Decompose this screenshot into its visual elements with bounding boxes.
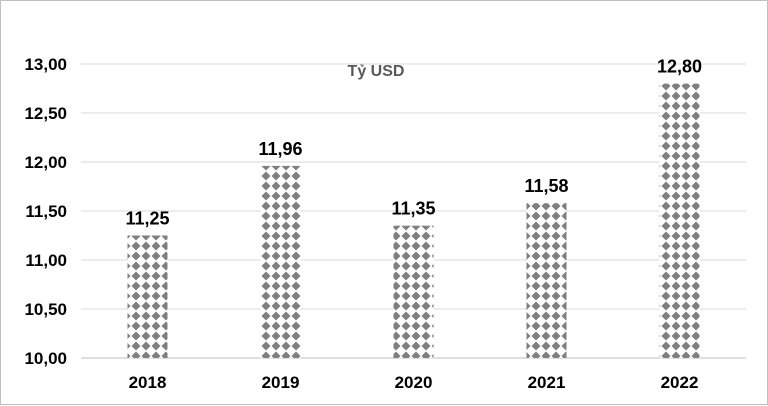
x-tick-label-2022: 2022 [661, 373, 699, 392]
data-labels: 11,25 11,96 11,35 11,58 12,80 [125, 57, 702, 229]
bar-2021 [526, 203, 567, 358]
unit-label: Tỷ USD [348, 63, 405, 80]
y-tick-label: 12,00 [24, 153, 67, 172]
bar-2018 [127, 235, 168, 358]
bar-2020 [393, 225, 434, 358]
x-tick-label-2020: 2020 [395, 373, 433, 392]
y-tick-label: 10,50 [24, 300, 67, 319]
y-tick-label: 13,00 [24, 55, 67, 74]
y-tick-label: 11,00 [25, 251, 67, 270]
x-axis-tick-labels: 2018 2019 2020 2021 2022 [129, 373, 699, 392]
y-tick-label: 11,50 [25, 202, 67, 221]
data-label-2020: 11,35 [391, 199, 435, 219]
data-label-2021: 11,58 [524, 176, 568, 196]
x-tick-label-2019: 2019 [262, 373, 300, 392]
x-tick-label-2021: 2021 [528, 373, 566, 392]
data-label-2018: 11,25 [125, 209, 169, 229]
y-axis-tick-labels: 10,00 10,50 11,00 11,50 12,00 12,50 13,00 [24, 55, 67, 368]
y-tick-label: 10,00 [24, 349, 67, 368]
data-label-2022: 12,80 [657, 57, 702, 77]
bars [127, 83, 700, 358]
bar-2022 [659, 83, 700, 358]
y-tick-label: 12,50 [24, 104, 67, 123]
bar-2019 [260, 165, 301, 358]
data-label-2019: 11,96 [258, 139, 302, 159]
x-tick-label-2018: 2018 [129, 373, 167, 392]
